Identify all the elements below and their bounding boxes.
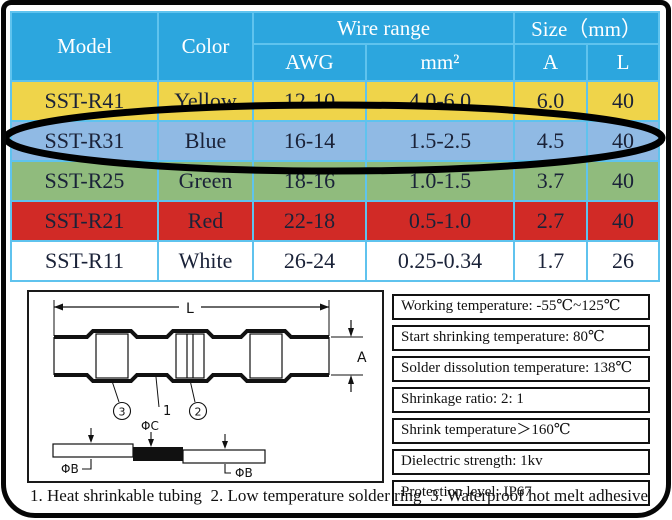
wire-right xyxy=(182,449,266,464)
table-row-sst-r41: SST-R41 Yellow 12-10 4.0-6.0 6.0 40 xyxy=(10,80,661,122)
table-row-sst-r25: SST-R25 Green 18-16 1.0-1.5 3.7 40 xyxy=(10,160,661,202)
legend-caption: 1. Heat shrinkable tubing 2. Low tempera… xyxy=(30,486,648,506)
cell-model: SST-R31 xyxy=(10,120,159,162)
adhesive-ring-left xyxy=(95,333,129,379)
legend-item-hot-melt-adhesive: 3. Waterproof hot melt adhesive xyxy=(430,486,648,505)
spec-protection-level: Protection level: IP67 xyxy=(392,480,650,506)
l-arrow-right-icon xyxy=(320,303,329,311)
spec-shrink-temperature: Shrink temperature＞160℃ xyxy=(392,418,650,444)
legend-item-heat-shrinkable-tubing: 1. Heat shrinkable tubing xyxy=(30,486,202,505)
phi-b-left-leader xyxy=(82,459,92,470)
left-wire-arrow-icon xyxy=(88,435,94,443)
cell-awg: 18-16 xyxy=(252,160,367,202)
callout-circle-2 xyxy=(188,401,208,421)
callout-label-3: 3 xyxy=(119,406,126,419)
cell-awg: 22-18 xyxy=(252,200,367,242)
wire-connector-spec-table: Model Color Wire range Size（mm） AWG mm² … xyxy=(10,11,661,282)
col-header-model: Model xyxy=(10,11,159,82)
callout-circle-3 xyxy=(112,401,132,421)
table-row-sst-r31-highlighted: SST-R31 Blue 16-14 1.5-2.5 4.5 40 xyxy=(10,120,661,162)
spec-list: Working temperature: -55℃~125℃ Start shr… xyxy=(392,294,650,506)
spec-shrinkage-ratio: Shrinkage ratio: 2: 1 xyxy=(392,387,650,413)
header-row-sub: AWG mm² A L xyxy=(11,43,661,82)
col-header-wire-range: Wire range xyxy=(251,11,516,45)
cell-a: 3.7 xyxy=(513,160,589,202)
cell-color: Red xyxy=(157,200,254,242)
solder-joint xyxy=(133,447,183,461)
header-row-top: Model Color Wire range Size（mm） xyxy=(10,11,661,82)
cell-color: White xyxy=(157,240,254,282)
a-arrow-top-icon xyxy=(348,328,354,337)
cell-awg: 16-14 xyxy=(252,120,367,162)
cell-model: SST-R41 xyxy=(10,80,159,122)
cell-a: 2.7 xyxy=(513,200,589,242)
connector-technical-drawing: L A 3 1 2 ΦC xyxy=(27,290,384,483)
dim-label-phi-b-left: ΦB xyxy=(61,462,79,476)
col-header-color: Color xyxy=(157,11,254,82)
leader-1 xyxy=(155,376,160,408)
table-row-sst-r21: SST-R21 Red 22-18 0.5-1.0 2.7 40 xyxy=(10,200,661,242)
cell-a: 1.7 xyxy=(513,240,589,282)
cell-a: 6.0 xyxy=(513,80,589,122)
cell-awg: 12-10 xyxy=(252,80,367,122)
cell-color: Yellow xyxy=(157,80,254,122)
l-arrow-left-icon xyxy=(54,303,63,311)
cell-model: SST-R25 xyxy=(10,160,159,202)
phi-c-arrow-icon xyxy=(148,439,154,447)
cell-l: 40 xyxy=(586,80,661,122)
col-header-mm2: mm² xyxy=(364,43,516,82)
solder-ring xyxy=(175,333,205,379)
cell-mm2: 4.0-6.0 xyxy=(364,80,516,122)
cell-color: Green xyxy=(157,160,254,202)
cell-awg: 26-24 xyxy=(252,240,367,282)
cell-model: SST-R21 xyxy=(10,200,159,242)
legend-item-solder-ring: 2. Low temperature solder ring xyxy=(210,486,422,505)
phi-b-right-leader xyxy=(224,464,231,474)
spec-solder-dissolution-temperature: Solder dissolution temperature: 138℃ xyxy=(392,356,650,382)
dim-label-phi-b-right: ΦB xyxy=(235,466,253,480)
col-header-l: L xyxy=(586,43,661,82)
callout-label-1: 1 xyxy=(163,404,171,419)
dim-label-l: L xyxy=(186,301,194,317)
cell-a: 4.5 xyxy=(513,120,589,162)
cell-color: Blue xyxy=(157,120,254,162)
dim-label-phi-c: ΦC xyxy=(141,419,159,433)
right-wire-arrow-icon xyxy=(222,441,228,449)
cell-mm2: 0.5-1.0 xyxy=(364,200,516,242)
a-arrow-bottom-icon xyxy=(348,375,354,384)
tube-top-wall xyxy=(54,329,329,339)
leader-3 xyxy=(111,380,120,403)
adhesive-ring-right xyxy=(249,333,283,379)
wire-left xyxy=(52,443,134,458)
callout-label-2: 2 xyxy=(195,406,202,419)
cell-l: 40 xyxy=(586,200,661,242)
spec-start-shrinking-temperature: Start shrinking temperature: 80℃ xyxy=(392,325,650,351)
col-header-awg: AWG xyxy=(252,43,367,82)
col-header-a: A xyxy=(513,43,589,82)
cell-mm2: 1.5-2.5 xyxy=(364,120,516,162)
cell-l: 26 xyxy=(586,240,661,282)
col-header-size: Size（mm） xyxy=(513,11,661,45)
spec-working-temperature: Working temperature: -55℃~125℃ xyxy=(392,294,650,320)
cell-mm2: 1.0-1.5 xyxy=(364,160,516,202)
table-row-sst-r11: SST-R11 White 26-24 0.25-0.34 1.7 26 xyxy=(10,240,661,282)
dim-label-a: A xyxy=(357,350,367,366)
spec-dielectric-strength: Dielectric strength: 1kv xyxy=(392,449,650,475)
cell-model: SST-R11 xyxy=(10,240,159,282)
cell-l: 40 xyxy=(586,160,661,202)
cell-mm2: 0.25-0.34 xyxy=(364,240,516,282)
leader-2 xyxy=(189,379,196,403)
cell-l: 40 xyxy=(586,120,661,162)
